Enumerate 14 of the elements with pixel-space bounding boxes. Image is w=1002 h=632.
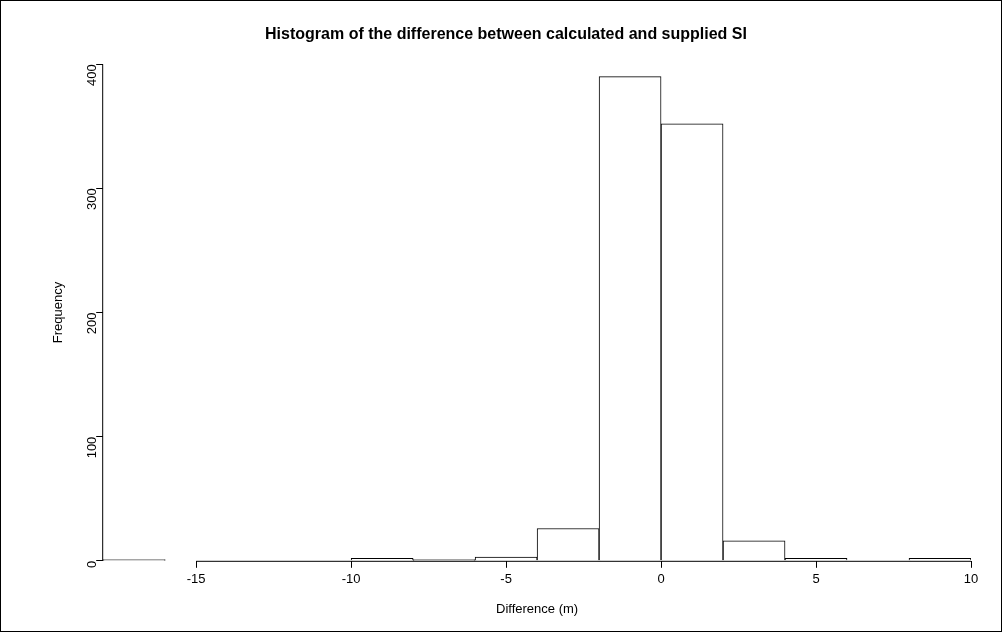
y-tick-label: 200: [83, 312, 99, 335]
x-tick-label: -15: [186, 571, 206, 587]
x-tick-label: 0: [657, 571, 665, 587]
x-tick-label: -10: [341, 571, 361, 587]
y-tick-label: 100: [83, 436, 99, 459]
chart-title: Histogram of the difference between calculated and supplied SI: [265, 25, 747, 43]
x-axis-title: Difference (m): [496, 600, 579, 616]
y-tick-label: 0: [83, 560, 99, 569]
x-tick-label: 10: [963, 571, 979, 587]
y-tick-label: 400: [83, 64, 99, 86]
y-tick-label: 300: [83, 188, 99, 211]
x-tick-label: 5: [812, 571, 820, 587]
x-tick-label: -5: [500, 571, 512, 587]
y-axis-title: Frequency: [50, 281, 66, 344]
